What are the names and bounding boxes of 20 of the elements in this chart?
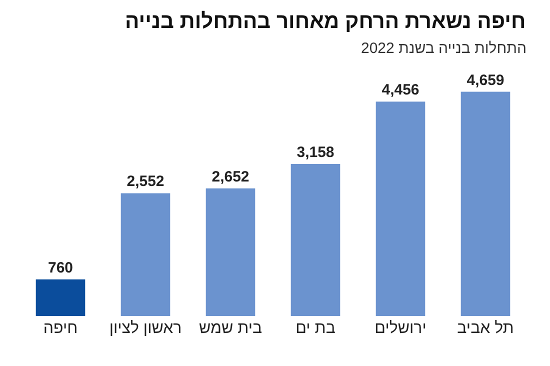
data-label: 760 (48, 259, 74, 276)
x-tick-label: חיפה (43, 320, 78, 337)
chart-title: חיפה נשארת הרחק מאחור בהתחלות בנייה (125, 10, 526, 33)
data-label: 2,652 (212, 168, 250, 186)
bar (120, 193, 170, 316)
x-tick-label: בית שמש (198, 320, 262, 337)
bar (460, 92, 510, 316)
x-tick-label: בת ים (296, 320, 336, 337)
data-label: 4,456 (382, 82, 420, 99)
x-tick-label: תל אביב (457, 319, 514, 337)
bar (36, 279, 86, 316)
bar (376, 102, 426, 316)
x-tick-label: ירושלים (374, 319, 426, 337)
x-tick-label: ראשון לציון (109, 319, 182, 337)
chart-subtitle: התחלות בנייה בשנת 2022 (361, 40, 526, 57)
data-label: 2,552 (126, 173, 164, 190)
bar (290, 164, 340, 316)
data-label: 3,158 (296, 144, 334, 162)
bar (206, 188, 256, 316)
data-label: 4,659 (466, 72, 504, 89)
